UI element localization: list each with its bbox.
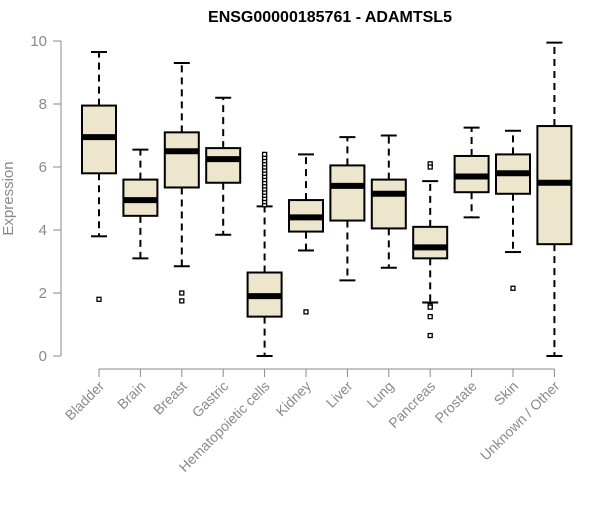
outlier-point	[96, 296, 102, 302]
x-tick-label: Skin	[491, 378, 522, 409]
outlier-point	[179, 290, 185, 296]
box-kidney	[288, 153, 324, 315]
plot-area	[81, 41, 573, 357]
y-tick-label: 0	[39, 348, 47, 365]
y-axis: 0 2 4 6 8 10	[30, 33, 62, 365]
iqr-box	[163, 131, 200, 189]
outlier-point	[261, 151, 268, 158]
iqr-box	[370, 178, 407, 230]
y-tick-label: 6	[39, 159, 47, 176]
box-prostate	[453, 126, 490, 219]
x-tick-label: Unknown / Other	[477, 378, 563, 464]
x-tick-label: Brain	[114, 378, 148, 412]
outlier-point	[427, 164, 433, 170]
x-tick-label: Kidney	[273, 378, 315, 420]
iqr-box	[329, 164, 366, 222]
outlier-point	[303, 309, 309, 315]
box-breast	[163, 62, 200, 304]
y-axis-label: Expression	[0, 161, 17, 235]
outlier-point	[179, 298, 185, 304]
x-tick-label: Liver	[323, 378, 356, 411]
outlier-point	[427, 304, 433, 310]
y-tick-label: 2	[39, 285, 47, 302]
y-tick-label: 8	[39, 96, 47, 113]
iqr-box	[412, 225, 449, 260]
outlier-point	[510, 285, 516, 291]
x-tick-label: Prostate	[432, 378, 480, 426]
outlier-point	[427, 313, 433, 320]
box-liver	[329, 136, 366, 282]
box-unknown-other	[536, 41, 573, 357]
x-tick-label: Bladder	[62, 378, 108, 424]
iqr-box	[205, 147, 242, 184]
x-tick-label: Breast	[150, 378, 190, 418]
y-tick-label: 4	[39, 222, 47, 239]
box-skin	[495, 129, 531, 291]
chart-title: ENSG00000185761 - ADAMTSL5	[208, 9, 452, 26]
x-tick-label: Lung	[364, 378, 397, 411]
box-brain	[122, 148, 159, 260]
box-bladder	[81, 51, 117, 302]
box-hematopoietic-cells	[246, 151, 283, 357]
box-pancreas	[412, 161, 449, 339]
box-gastric	[205, 96, 242, 236]
outlier-point	[427, 332, 433, 339]
box-lung	[370, 134, 407, 269]
y-tick-label: 10	[30, 33, 47, 50]
